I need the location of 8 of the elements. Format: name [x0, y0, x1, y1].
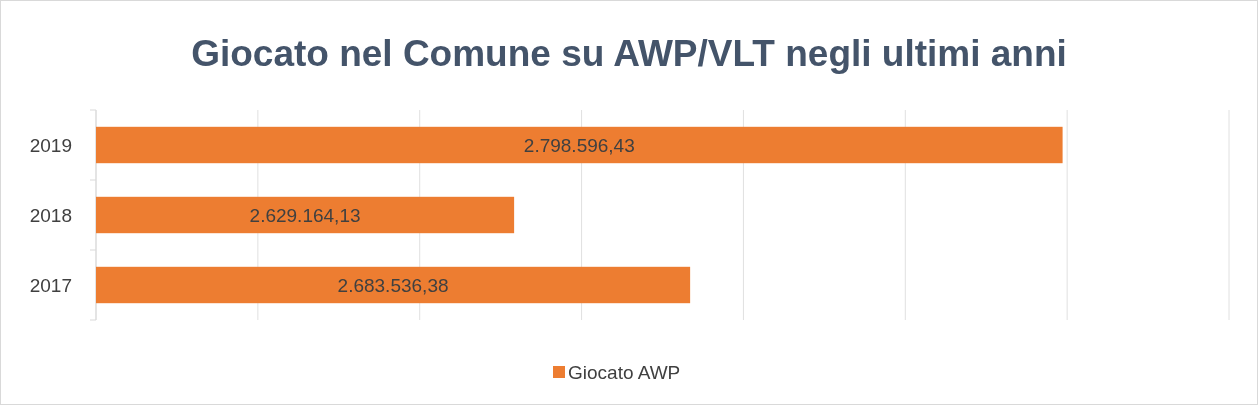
y-tick-label: 2019	[29, 134, 72, 156]
data-label: 2.629.164,13	[249, 204, 361, 226]
chart-title: Giocato nel Comune su AWP/VLT negli ultimi anni	[191, 33, 1067, 74]
y-tick-label: 2018	[29, 204, 72, 226]
y-tick-label: 2017	[29, 274, 72, 296]
data-label: 2.683.536,38	[337, 274, 449, 296]
legend-label: Giocato AWP	[568, 361, 681, 383]
data-label: 2.798.596,43	[523, 134, 635, 156]
